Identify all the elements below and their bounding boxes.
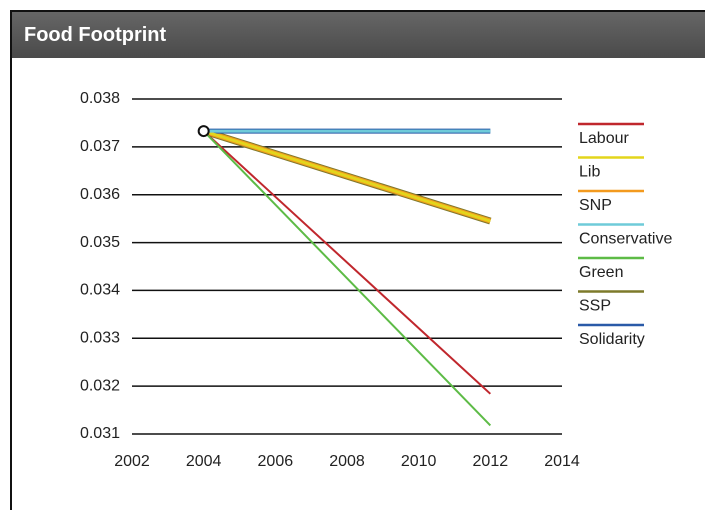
x-tick-label: 2004 (186, 453, 222, 470)
x-tick-label: 2010 (401, 453, 437, 470)
y-tick-label: 0.038 (80, 90, 120, 107)
legend-label: Lib (579, 164, 600, 181)
series-line (203, 129, 491, 223)
x-tick-label: 2002 (114, 453, 150, 470)
x-tick-label: 2014 (544, 453, 580, 470)
legend-label: Conservative (579, 231, 672, 248)
y-tick-label: 0.032 (80, 377, 120, 394)
y-tick-label: 0.034 (80, 282, 120, 299)
legend-label: SNP (579, 197, 612, 214)
x-tick-label: 2012 (473, 453, 509, 470)
y-tick-label: 0.031 (80, 425, 120, 442)
y-tick-label: 0.036 (80, 186, 120, 203)
panel: Food Footprint (10, 10, 705, 510)
legend-label: Labour (579, 130, 629, 147)
x-tick-label: 2006 (258, 453, 294, 470)
series-line (202, 130, 492, 427)
y-tick-label: 0.037 (80, 138, 120, 155)
legend-label: Solidarity (579, 331, 645, 348)
legend-label: Green (579, 264, 623, 281)
legend-label: SSP (579, 298, 611, 315)
y-tick-label: 0.035 (80, 234, 120, 251)
panel-title: Food Footprint (12, 12, 705, 58)
x-tick-label: 2008 (329, 453, 365, 470)
series-line (202, 130, 492, 395)
y-tick-label: 0.033 (80, 330, 120, 347)
start-marker (197, 125, 210, 138)
